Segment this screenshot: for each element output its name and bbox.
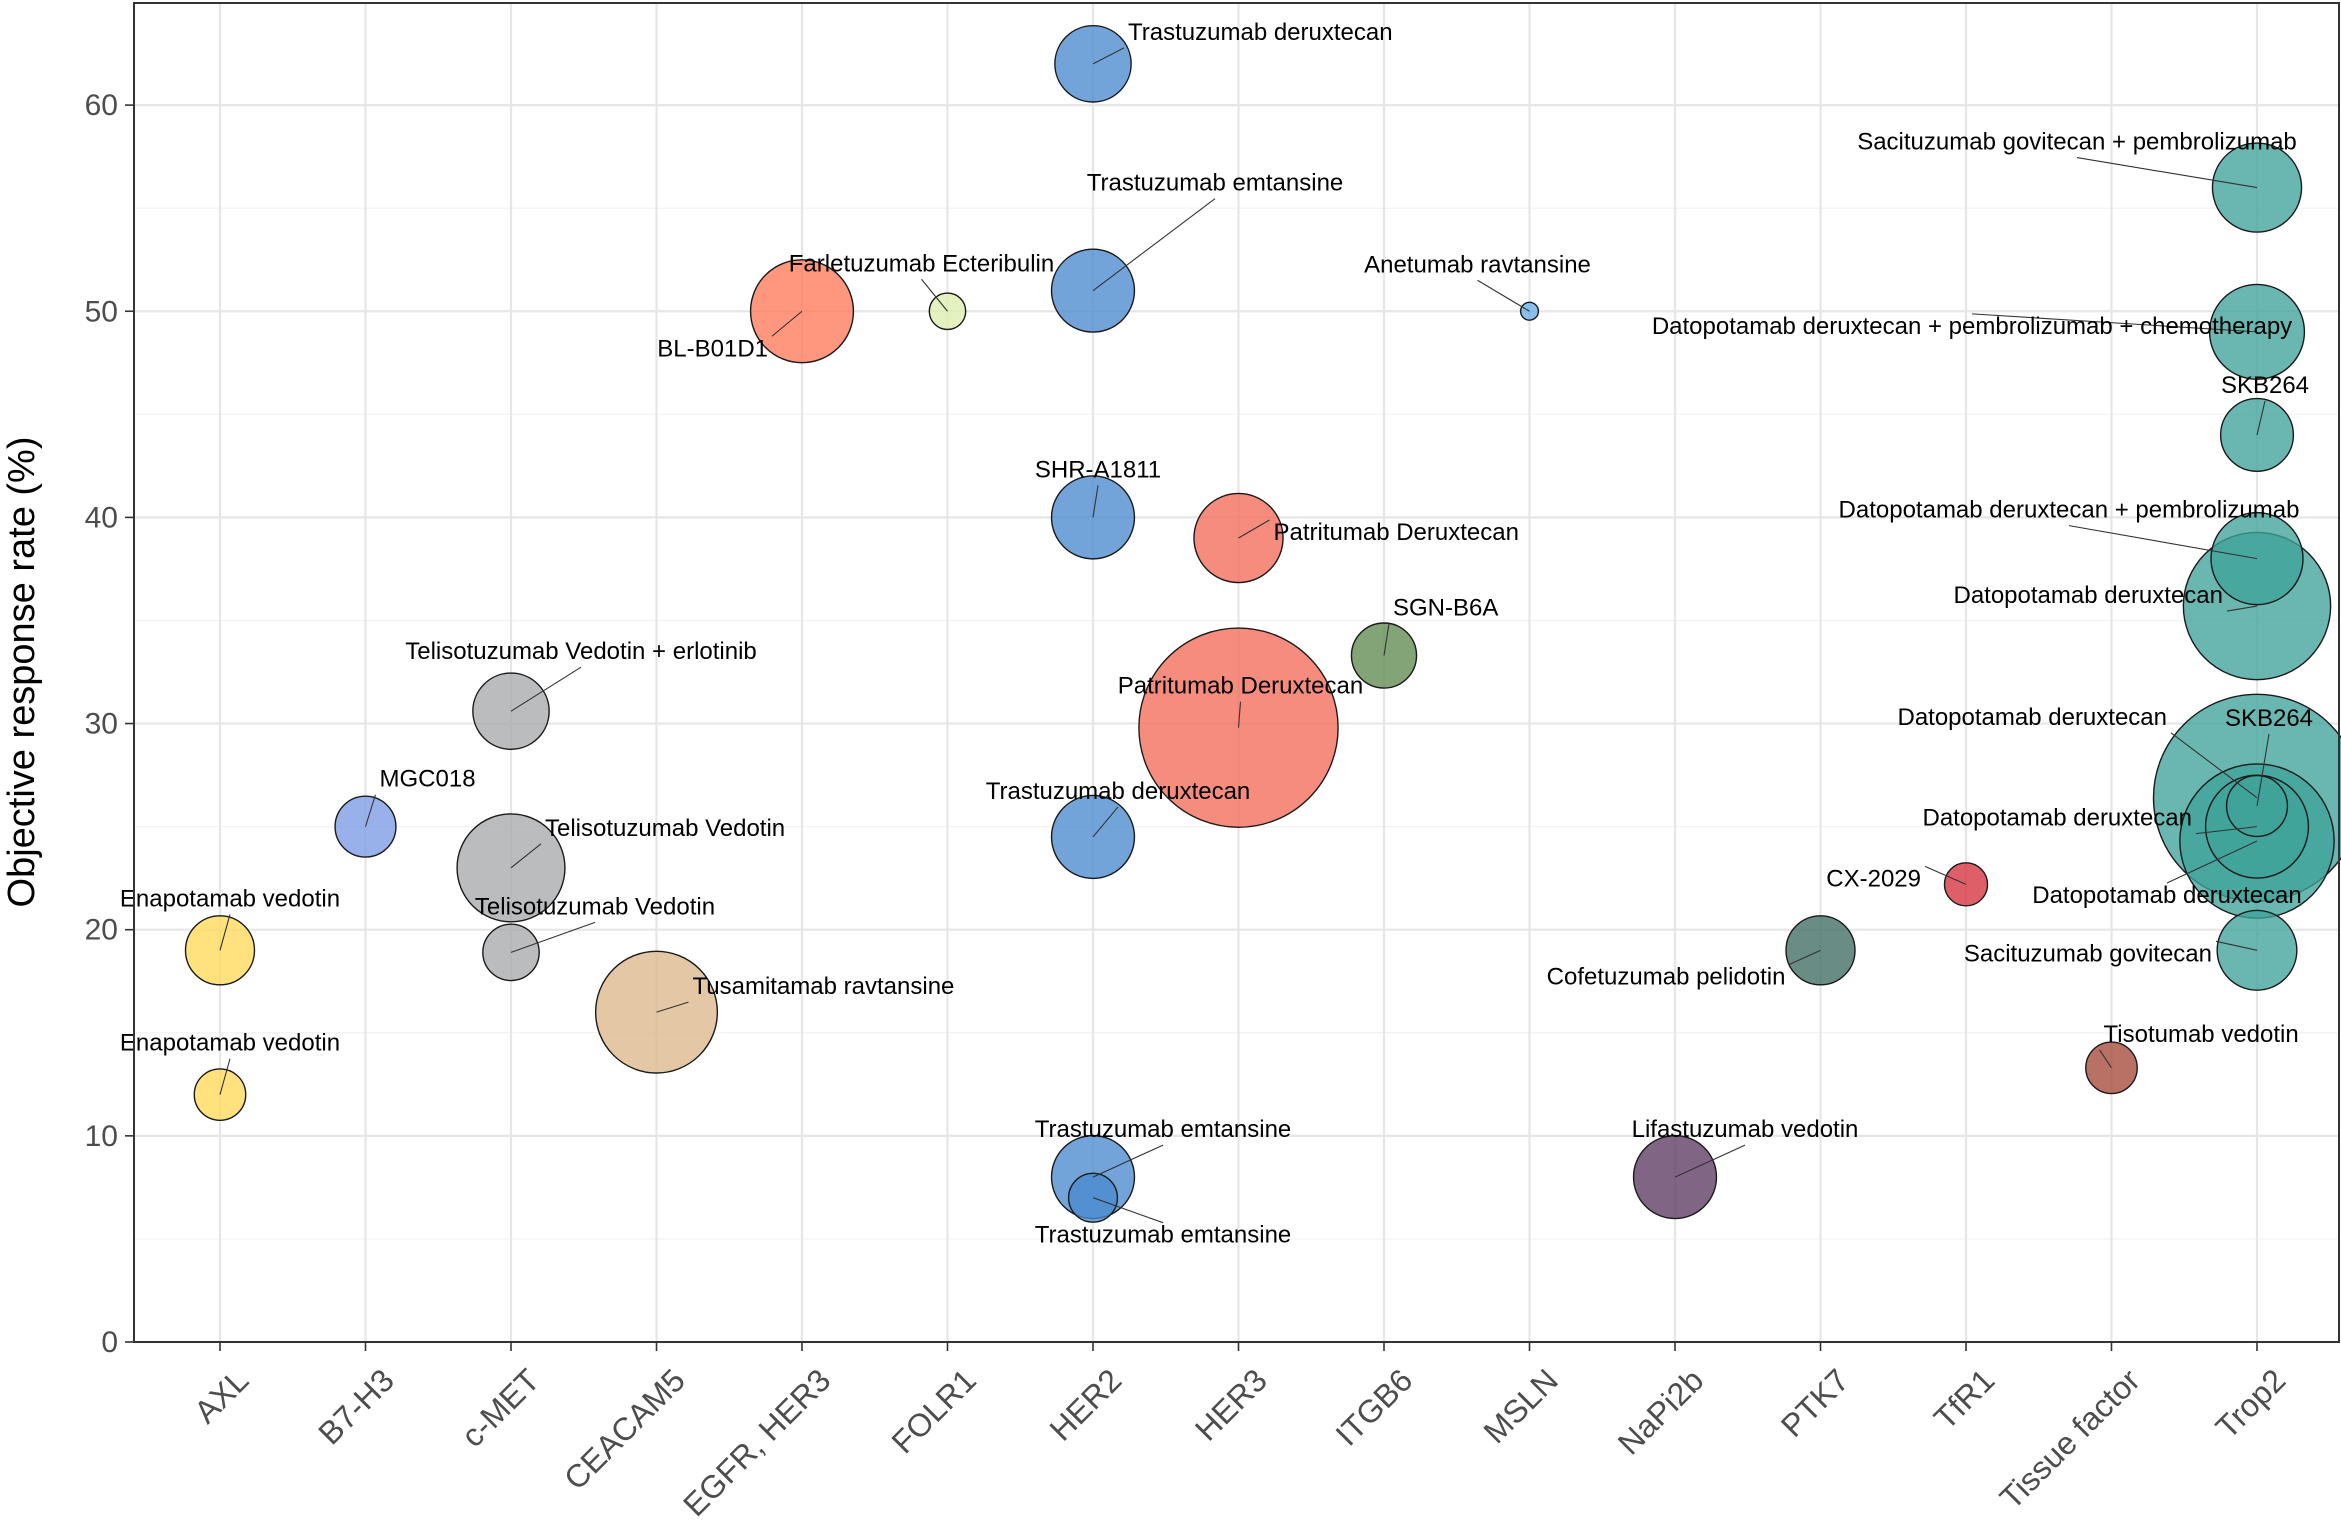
data-label: CX-2029 [1826, 865, 1921, 892]
data-label: Tisotumab vedotin [2104, 1021, 2299, 1048]
x-tick-label: NaPi2b [1611, 1362, 1711, 1462]
data-label: Telisotuzumab Vedotin [545, 815, 785, 842]
y-tick-label: 10 [85, 1120, 118, 1153]
x-tick-label: PTK7 [1774, 1362, 1856, 1444]
x-tick-label: c-MET [454, 1362, 546, 1454]
data-label: Datopotamab deruxtecan + pembrolizumab [1839, 497, 2300, 524]
data-label: SGN-B6A [1393, 595, 1498, 622]
data-label: Tusamitamab ravtansine [693, 973, 955, 1000]
data-label: Trastuzumab emtansine [1035, 1116, 1292, 1143]
label-leader-line [1478, 280, 1530, 311]
x-tick-label: TfR1 [1927, 1362, 2001, 1436]
data-label: MGC018 [380, 766, 476, 793]
x-tick-label: Tissue factor [1993, 1362, 2147, 1516]
data-label: Enapotamab vedotin [120, 885, 340, 912]
label-leader-line [1093, 199, 1215, 291]
y-axis-title: Objective response rate (%) [1, 437, 43, 908]
data-label: Datopotamab deruxtecan [1922, 805, 2192, 832]
y-tick-label: 20 [85, 914, 118, 947]
x-tick-label: HER2 [1043, 1362, 1129, 1448]
data-label: SKB264 [2225, 705, 2313, 732]
y-tick-label: 30 [85, 708, 118, 741]
data-label: Trastuzumab deruxtecan [1128, 19, 1393, 46]
x-tick-label: B7-H3 [311, 1362, 401, 1452]
y-tick-label: 50 [85, 295, 118, 328]
x-tick-label: HER3 [1188, 1362, 1274, 1448]
data-label: SHR-A1811 [1035, 456, 1161, 483]
y-tick-label: 60 [85, 89, 118, 122]
data-label: Sacituzumab govitecan + pembrolizumab [1857, 129, 2297, 156]
data-label: Patritumab Deruxtecan [1118, 673, 1363, 700]
data-label: Datopotamab deruxtecan [1953, 582, 2223, 609]
y-tick-label: 0 [101, 1326, 118, 1359]
x-tick-label: FOLR1 [884, 1362, 982, 1460]
data-label: Datopotamab deruxtecan [1897, 704, 2167, 731]
data-label: Sacituzumab govitecan [1964, 940, 2212, 967]
data-label: Trastuzumab deruxtecan [986, 778, 1251, 805]
data-label: Telisotuzumab Vedotin + erlotinib [405, 638, 757, 665]
data-label: Datopotamab deruxtecan + pembrolizumab +… [1652, 313, 2292, 340]
data-label: BL-B01D1 [657, 335, 768, 362]
data-label: Trastuzumab emtansine [1035, 1222, 1292, 1249]
x-tick-label: Trop2 [2209, 1362, 2293, 1446]
data-label: SKB264 [2221, 372, 2309, 399]
data-label: Lifastuzumab vedotin [1632, 1116, 1859, 1143]
x-tick-label: ITGB6 [1329, 1362, 1420, 1453]
data-label: Datopotamab deruxtecan [2032, 882, 2302, 909]
data-label: Telisotuzumab Vedotin [475, 893, 715, 920]
x-tick-label: AXL [187, 1362, 255, 1430]
x-tick-label: EGFR, HER3 [676, 1362, 837, 1523]
data-label: Farletuzumab Ecteribulin [789, 250, 1054, 277]
bubble-layer [186, 26, 2341, 1222]
data-label: Patritumab Deruxtecan [1274, 519, 1519, 546]
data-label: Enapotamab vedotin [120, 1030, 340, 1057]
data-label: Anetumab ravtansine [1364, 251, 1591, 278]
x-tick-label: MSLN [1477, 1362, 1565, 1450]
bubble-point [194, 1069, 245, 1120]
data-label: Trastuzumab emtansine [1087, 170, 1344, 197]
y-tick-label: 40 [85, 501, 118, 534]
data-label: Cofetuzumab pelidotin [1547, 963, 1786, 990]
x-tick-label: CEACAM5 [557, 1362, 692, 1497]
